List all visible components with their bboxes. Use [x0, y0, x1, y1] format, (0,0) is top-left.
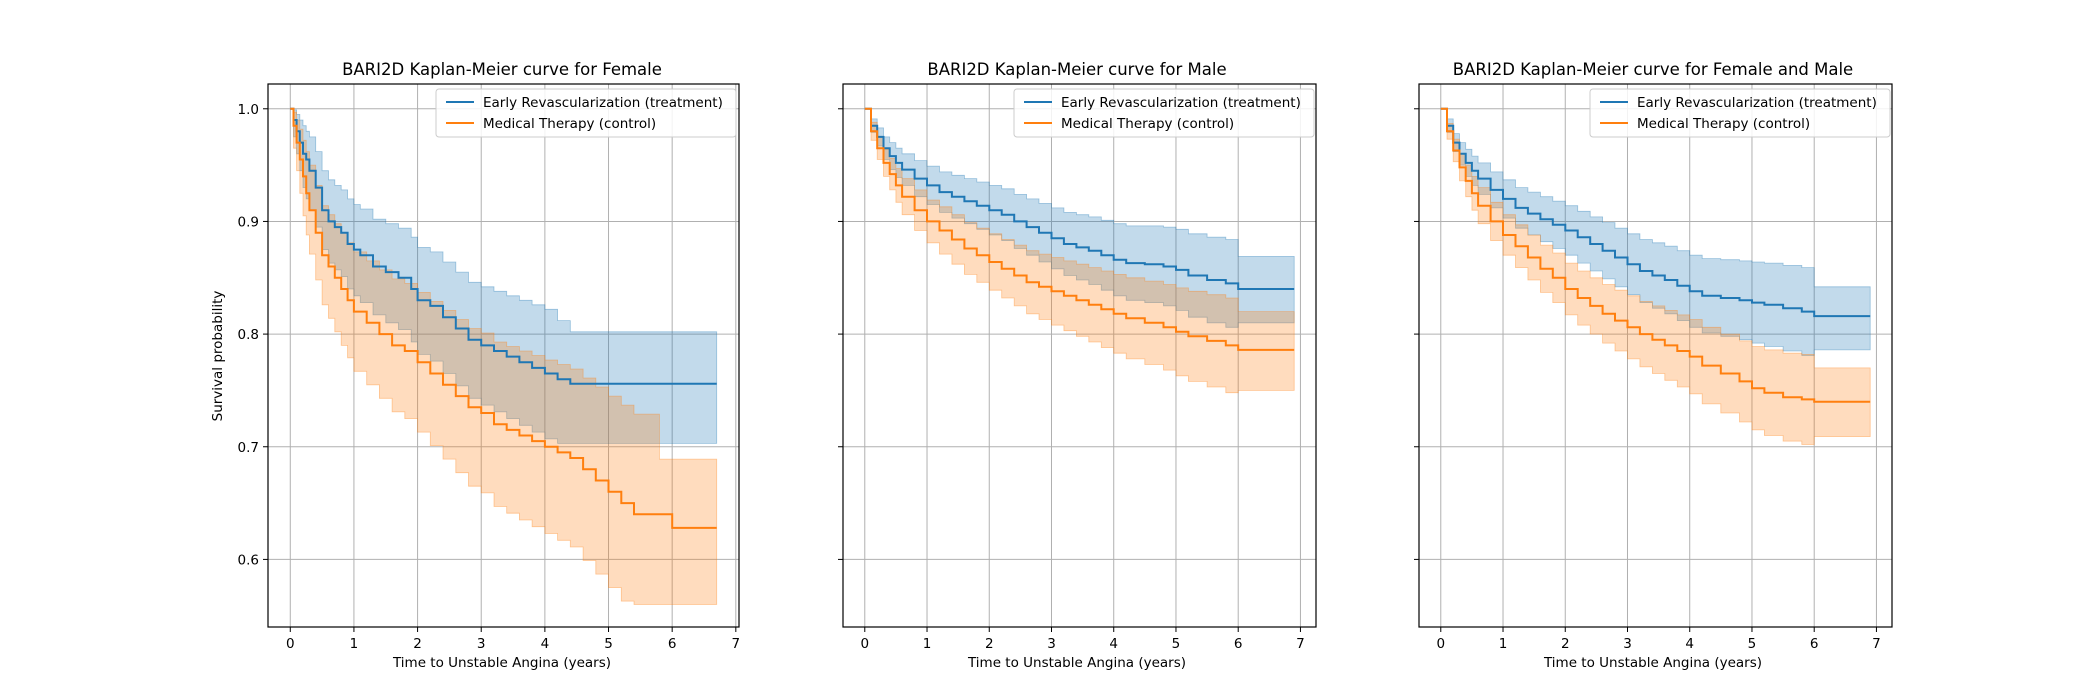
ci-band-treatment — [864, 108, 1295, 328]
chart-panel-male: BARI2D Kaplan-Meier curve for Male Time … — [838, 60, 1317, 671]
x-tick-label: 7 — [1296, 636, 1305, 652]
legend-label-treatment: Early Revascularization (treatment) — [483, 95, 723, 111]
ci-band-treatment — [290, 108, 718, 444]
x-tick-label: 5 — [1172, 636, 1181, 652]
plot-area: 0 1 2 3 4 5 6 7 — [838, 83, 1317, 652]
x-tick-label: 3 — [1047, 636, 1056, 652]
chart-title: BARI2D Kaplan-Meier curve for Female and… — [1453, 60, 1853, 79]
chart-title: BARI2D Kaplan-Meier curve for Male — [927, 60, 1226, 79]
ci-band-treatment — [1440, 108, 1871, 356]
survival-line-treatment — [864, 107, 1295, 290]
x-tick-label: 0 — [286, 636, 295, 652]
x-tick-label: 5 — [604, 636, 613, 652]
x-tick-label: 1 — [350, 636, 359, 652]
plot-area: 0 1 2 3 4 5 6 7 0.6 0.7 0.8 0.9 1.0 — [238, 83, 741, 652]
survival-line-control — [290, 107, 717, 529]
axes-frame — [842, 83, 1317, 628]
legend-label-treatment: Early Revascularization (treatment) — [1061, 95, 1301, 111]
x-tick-label: 4 — [1109, 636, 1118, 652]
axes-frame — [1418, 83, 1893, 628]
legend-box — [1013, 88, 1315, 138]
ci-band-control — [290, 108, 718, 605]
x-tick-label: 7 — [732, 636, 741, 652]
x-axis-label: Time to Unstable Angina (years) — [967, 655, 1186, 671]
x-axis-label: Time to Unstable Angina (years) — [392, 655, 611, 671]
x-tick-label: 2 — [1561, 636, 1570, 652]
chart-panel-combined: BARI2D Kaplan-Meier curve for Female and… — [1414, 60, 1893, 671]
x-tick-label: 6 — [1234, 636, 1243, 652]
y-tick-label: 0.7 — [238, 440, 259, 456]
x-tick-label: 6 — [1810, 636, 1819, 652]
x-axis-label: Time to Unstable Angina (years) — [1543, 655, 1762, 671]
x-tick-label: 4 — [1685, 636, 1694, 652]
x-tick-label: 3 — [1623, 636, 1632, 652]
legend-label-treatment: Early Revascularization (treatment) — [1637, 95, 1877, 111]
survival-line-control — [864, 107, 1295, 351]
legend-box — [435, 88, 737, 138]
legend-label-control: Medical Therapy (control) — [1061, 116, 1234, 132]
x-tick-label: 1 — [1499, 636, 1508, 652]
y-tick-label: 0.8 — [238, 327, 259, 343]
legend-label-control: Medical Therapy (control) — [1637, 116, 1810, 132]
x-tick-label: 7 — [1872, 636, 1881, 652]
x-tick-label: 4 — [541, 636, 550, 652]
legend: Early Revascularization (treatment) Medi… — [435, 88, 737, 138]
x-tick-label: 1 — [923, 636, 932, 652]
survival-line-control — [1440, 107, 1871, 403]
legend: Early Revascularization (treatment) Medi… — [1589, 88, 1891, 138]
ci-band-control — [864, 108, 1295, 394]
legend-label-control: Medical Therapy (control) — [483, 116, 656, 132]
y-axis-label: Survival probability — [210, 291, 226, 422]
axes-frame — [267, 83, 740, 628]
survival-line-treatment — [290, 107, 717, 385]
chart-title: BARI2D Kaplan-Meier curve for Female — [342, 60, 662, 79]
x-tick-label: 3 — [477, 636, 486, 652]
x-tick-label: 0 — [860, 636, 869, 652]
x-tick-label: 6 — [668, 636, 677, 652]
x-tick-label: 5 — [1748, 636, 1757, 652]
legend-box — [1589, 88, 1891, 138]
x-tick-label: 2 — [413, 636, 422, 652]
y-tick-label: 0.6 — [238, 552, 259, 568]
y-tick-label: 1.0 — [238, 102, 259, 118]
x-tick-label: 2 — [985, 636, 994, 652]
y-tick-label: 0.9 — [238, 214, 259, 230]
x-tick-label: 0 — [1436, 636, 1445, 652]
survival-line-treatment — [1440, 107, 1871, 318]
plot-area: 0 1 2 3 4 5 6 7 — [1414, 83, 1893, 652]
chart-panel-female: BARI2D Kaplan-Meier curve for Female Tim… — [210, 60, 740, 671]
legend: Early Revascularization (treatment) Medi… — [1013, 88, 1315, 138]
